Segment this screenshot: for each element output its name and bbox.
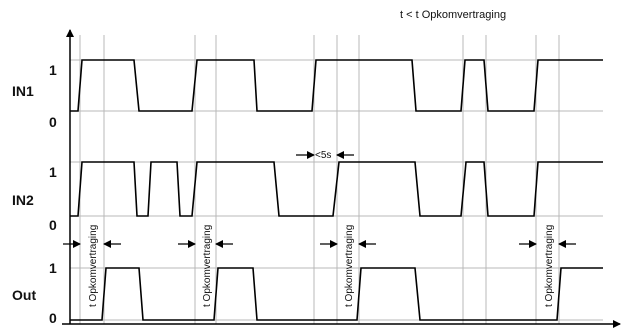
delay-label-1: t Opkomvertraging: [88, 225, 99, 307]
in2-signal-label: IN2: [12, 192, 34, 208]
in2-waveform: [70, 161, 603, 217]
delay-label-2: t Opkomvertraging: [202, 225, 213, 307]
in1-high-level: 1: [49, 62, 57, 78]
in2-high-level: 1: [49, 164, 57, 180]
in1-waveform: [70, 59, 603, 112]
out-high-level: 1: [49, 260, 57, 276]
out-low-level: 0: [49, 310, 57, 326]
gap-label: <5s: [315, 150, 331, 161]
gap-annotation: <5s: [296, 150, 354, 161]
in2-low-level: 0: [49, 217, 57, 233]
in1-low-level: 0: [49, 114, 57, 130]
in1-signal-label: IN1: [12, 83, 34, 99]
diagram-caption: t < t Opkomvertraging: [400, 9, 506, 21]
out-signal-label: Out: [12, 287, 36, 303]
delay-label-3: t Opkomvertraging: [344, 225, 355, 307]
delay-label-4: t Opkomvertraging: [544, 225, 555, 307]
out-waveform: [70, 267, 603, 321]
vertical-gridlines: [79, 35, 560, 324]
